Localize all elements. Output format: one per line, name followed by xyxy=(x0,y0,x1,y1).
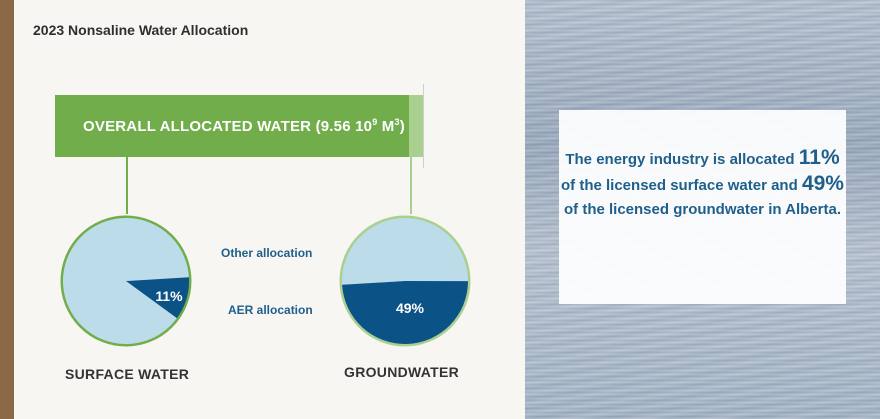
bar-end-marker xyxy=(423,84,424,168)
groundwater-aer-slice xyxy=(342,281,468,345)
callout-text: The energy industry is allocated 11% of … xyxy=(561,146,844,218)
left-accent-stripe xyxy=(0,0,14,419)
callout-box: The energy industry is allocated 11% of … xyxy=(559,110,846,304)
groundwater-bar-segment xyxy=(409,95,423,157)
surface-water-aer-label: 11% xyxy=(155,288,183,304)
legend-aer-allocation: AER allocation xyxy=(228,303,313,317)
overall-allocated-label: OVERALL ALLOCATED WATER (9.56 109 M3) xyxy=(83,117,405,135)
callout-surface-percent: 11% xyxy=(798,146,840,169)
callout-ground-percent: 49% xyxy=(801,172,844,195)
infographic-panel xyxy=(14,0,525,419)
surface-water-title: SURFACE WATER xyxy=(65,366,190,382)
overall-allocated-bar xyxy=(55,95,409,157)
surface-water-connector xyxy=(126,157,128,214)
groundwater-other-slice xyxy=(342,218,468,285)
surface-water-aer-slice xyxy=(126,277,189,319)
pie-charts: 11% 49% xyxy=(60,215,471,347)
groundwater-connector xyxy=(410,157,412,214)
surface-water-other-slice xyxy=(62,218,189,344)
legend-other-allocation: Other allocation xyxy=(221,246,313,260)
surface-water-pie-ring xyxy=(60,215,192,347)
groundwater-pie-ring xyxy=(339,215,471,347)
groundwater-aer-label: 49% xyxy=(396,300,425,316)
chart-title: 2023 Nonsaline Water Allocation xyxy=(33,22,249,38)
groundwater-title: GROUNDWATER xyxy=(344,364,460,380)
